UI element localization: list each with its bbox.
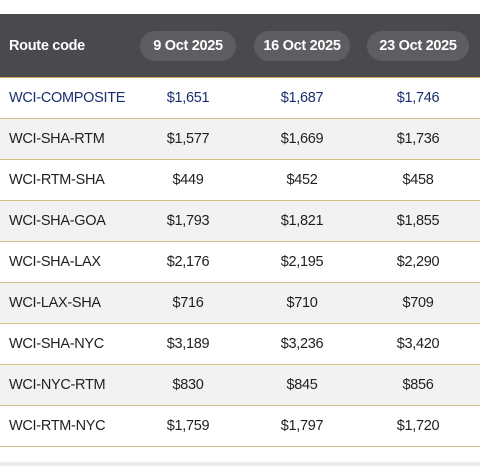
- route-cell: WCI-SHA-LAX: [9, 254, 101, 270]
- value-cell: $1,669: [280, 131, 324, 147]
- value-cell: $452: [286, 172, 318, 188]
- table-row: WCI-LAX-SHA $716 $710 $709: [0, 283, 480, 324]
- value-cell: $709: [402, 295, 434, 311]
- column-header-date-2[interactable]: 16 Oct 2025: [254, 31, 350, 61]
- value-cell: $2,195: [280, 254, 324, 270]
- table-header: Route code 9 Oct 2025 16 Oct 2025 23 Oct…: [0, 14, 480, 78]
- table-row: WCI-SHA-RTM $1,577 $1,669 $1,736: [0, 119, 480, 160]
- value-cell: $1,736: [396, 131, 440, 147]
- value-cell: $1,759: [166, 418, 210, 434]
- table-row: WCI-SHA-GOA $1,793 $1,821 $1,855: [0, 201, 480, 242]
- table-row: WCI-SHA-LAX $2,176 $2,195 $2,290: [0, 242, 480, 283]
- table-row: WCI-RTM-SHA $449 $452 $458: [0, 160, 480, 201]
- column-header-date-3[interactable]: 23 Oct 2025: [367, 31, 469, 61]
- route-cell: WCI-SHA-NYC: [9, 336, 104, 352]
- table-row: WCI-SHA-NYC $3,189 $3,236 $3,420: [0, 324, 480, 365]
- table-row: WCI-RTM-NYC $1,759 $1,797 $1,720: [0, 406, 480, 447]
- bottom-spacer: [0, 462, 480, 466]
- value-cell: $716: [172, 295, 204, 311]
- value-cell: $2,176: [166, 254, 210, 270]
- value-cell: $1,855: [396, 213, 440, 229]
- value-cell: $1,720: [396, 418, 440, 434]
- route-cell: WCI-LAX-SHA: [9, 295, 101, 311]
- value-cell: $1,821: [280, 213, 324, 229]
- value-cell: $845: [286, 377, 318, 393]
- value-cell: $3,236: [280, 336, 324, 352]
- route-cell: WCI-SHA-GOA: [9, 213, 106, 229]
- route-cell: WCI-SHA-RTM: [9, 131, 105, 147]
- route-cell: WCI-NYC-RTM: [9, 377, 106, 393]
- route-cell: WCI-RTM-NYC: [9, 418, 106, 434]
- value-cell: $1,651: [166, 90, 210, 106]
- rates-table: Route code 9 Oct 2025 16 Oct 2025 23 Oct…: [0, 14, 480, 462]
- value-cell: $1,793: [166, 213, 210, 229]
- value-cell: $856: [402, 377, 434, 393]
- value-cell: $830: [172, 377, 204, 393]
- top-spacer: [0, 0, 480, 14]
- value-cell: $2,290: [396, 254, 440, 270]
- value-cell: $1,746: [396, 90, 440, 106]
- column-header-route[interactable]: Route code: [9, 38, 85, 54]
- value-cell: $1,577: [166, 131, 210, 147]
- table-row: WCI-NYC-RTM $830 $845 $856: [0, 365, 480, 406]
- route-cell: WCI-COMPOSITE: [9, 90, 126, 106]
- value-cell: $710: [286, 295, 318, 311]
- table-row-composite: WCI-COMPOSITE $1,651 $1,687 $1,746: [0, 78, 480, 119]
- value-cell: $3,420: [396, 336, 440, 352]
- value-cell: $3,189: [166, 336, 210, 352]
- value-cell: $1,797: [280, 418, 324, 434]
- value-cell: $1,687: [280, 90, 324, 106]
- value-cell: $449: [172, 172, 204, 188]
- column-header-date-1[interactable]: 9 Oct 2025: [140, 31, 236, 61]
- route-cell: WCI-RTM-SHA: [9, 172, 105, 188]
- value-cell: $458: [402, 172, 434, 188]
